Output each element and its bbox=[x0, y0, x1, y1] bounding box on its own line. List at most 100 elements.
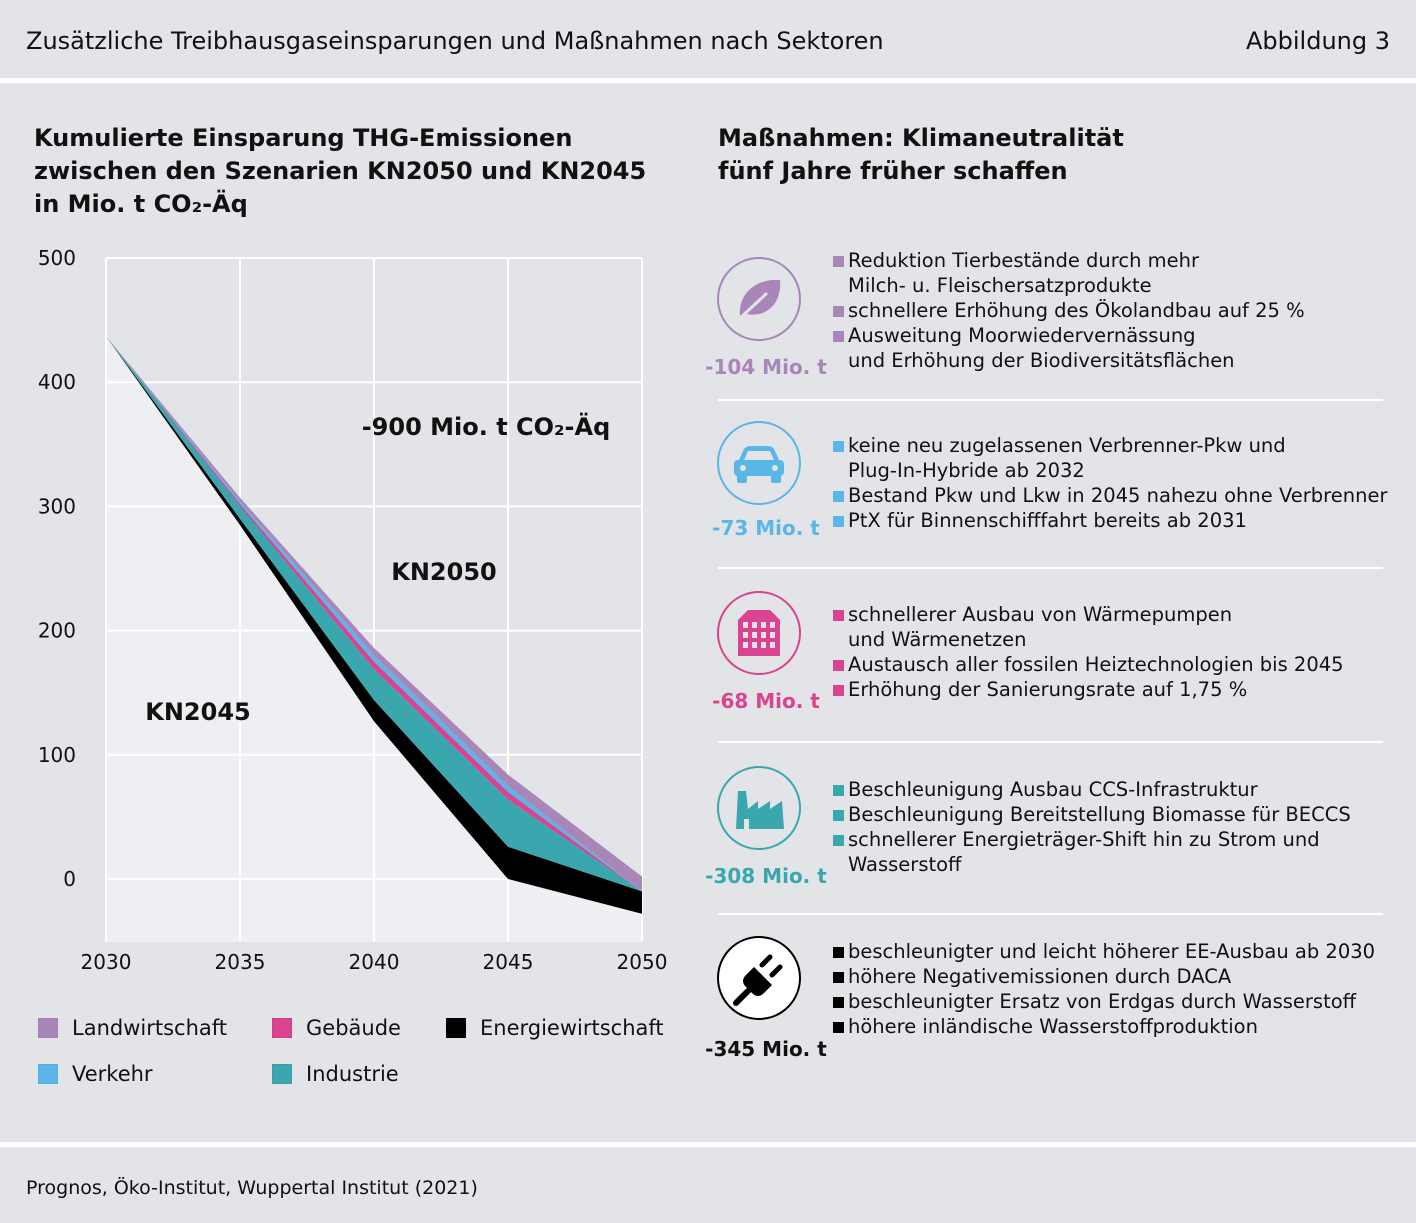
measure-item: keine neu zugelassenen Verbrenner-Pkw un… bbox=[833, 433, 1388, 458]
legend-label: Gebäude bbox=[306, 1016, 401, 1040]
area-landwirtschaft bbox=[106, 336, 642, 892]
legend-swatch bbox=[272, 1064, 292, 1084]
measure-item: schnellerer Energieträger-Shift hin zu S… bbox=[833, 827, 1351, 852]
measure-item-text: PtX für Binnenschifffahrt bereits ab 203… bbox=[848, 509, 1247, 532]
legend-item: Landwirtschaft bbox=[38, 1016, 227, 1040]
bullet-square bbox=[833, 331, 844, 342]
measure-item-text: Reduktion Tierbestände durch mehr bbox=[848, 249, 1200, 272]
measure-item-text: schnellere Erhöhung des Ökolandbau auf 2… bbox=[848, 299, 1305, 322]
legend-item: Energiewirtschaft bbox=[446, 1016, 664, 1040]
kn2045-label: KN2045 bbox=[145, 698, 250, 726]
bullet-square bbox=[833, 516, 844, 527]
factory-icon bbox=[716, 765, 802, 851]
footer-bar: Prognos, Öko-Institut, Wuppertal Institu… bbox=[0, 1142, 1416, 1223]
measure-item: Plug-In-Hybride ab 2032 bbox=[833, 458, 1388, 483]
measure-item: und Wärmenetzen bbox=[833, 627, 1344, 652]
measure-item-text: Ausweitung Moorwiedervernässung bbox=[848, 324, 1196, 347]
measure-item: Bestand Pkw und Lkw in 2045 nahezu ohne … bbox=[833, 483, 1388, 508]
bullet-square bbox=[833, 491, 844, 502]
bullet-square bbox=[833, 441, 844, 452]
measure-items: beschleunigter und leicht höherer EE-Aus… bbox=[833, 939, 1375, 1039]
measure-item: Austausch aller fossilen Heiztechnologie… bbox=[833, 652, 1344, 677]
chart-heading-line: in Mio. t CO₂-Äq bbox=[34, 190, 248, 218]
car-icon bbox=[716, 420, 802, 506]
legend-swatch bbox=[38, 1018, 58, 1038]
legend-item: Gebäude bbox=[272, 1016, 401, 1040]
measure-total: -345 Mio. t bbox=[705, 1037, 827, 1061]
measure-item: Milch- u. Fleischersatzprodukte bbox=[833, 273, 1305, 298]
measure-item: Beschleunigung Ausbau CCS-Infrastruktur bbox=[833, 777, 1351, 802]
measure-item: Beschleunigung Bereitstellung Biomasse f… bbox=[833, 802, 1351, 827]
bullet-square bbox=[833, 1022, 844, 1033]
measure-item: Erhöhung der Sanierungsrate auf 1,75 % bbox=[833, 677, 1344, 702]
measure-item-text: höhere inländische Wasserstoffproduktion bbox=[848, 1015, 1258, 1038]
leaf-icon bbox=[716, 256, 802, 342]
legend-swatch bbox=[38, 1064, 58, 1084]
measure-item-text: beschleunigter Ersatz von Erdgas durch W… bbox=[848, 990, 1357, 1013]
figure-number: Abbildung 3 bbox=[1245, 27, 1390, 55]
measure-item: schnellerer Ausbau von Wärmepumpen bbox=[833, 602, 1344, 627]
measure-total: -73 Mio. t bbox=[712, 516, 820, 540]
bullet-square bbox=[833, 685, 844, 696]
bullet-square bbox=[833, 785, 844, 796]
bullet-square bbox=[833, 947, 844, 958]
legend-label: Landwirtschaft bbox=[72, 1016, 228, 1040]
x-tick-label: 2040 bbox=[349, 950, 400, 974]
y-tick-label: 400 bbox=[38, 370, 76, 394]
figure-title: Zusätzliche Treibhausgaseinsparungen und… bbox=[26, 27, 884, 55]
chart-heading-line: Kumulierte Einsparung THG-Emissionen bbox=[34, 124, 573, 152]
measure-separator bbox=[718, 913, 1383, 915]
legend-label: Energiewirtschaft bbox=[480, 1016, 664, 1040]
plug-icon bbox=[716, 935, 802, 1021]
legend-item: Verkehr bbox=[38, 1062, 153, 1086]
measure-item: und Erhöhung der Biodiversitätsflächen bbox=[833, 348, 1305, 373]
measure-item: Reduktion Tierbestände durch mehr bbox=[833, 248, 1305, 273]
emissions-area-chart: 0 100 200 300 400 500 2030 2035 2040 2045 2050 -900… bbox=[38, 246, 668, 974]
y-tick-label: 500 bbox=[38, 246, 76, 270]
measure-item-text: schnellerer Energieträger-Shift hin zu S… bbox=[848, 828, 1320, 851]
x-tick-label: 2030 bbox=[81, 950, 132, 974]
measure-items: Reduktion Tierbestände durch mehr Milch- … bbox=[833, 248, 1305, 373]
measure-item: beschleunigter und leicht höherer EE-Aus… bbox=[833, 939, 1375, 964]
chart-heading-line: zwischen den Szenarien KN2050 und KN2045 bbox=[34, 157, 647, 185]
x-tick-label: 2045 bbox=[483, 950, 534, 974]
bullet-square bbox=[833, 660, 844, 671]
legend-label: Industrie bbox=[306, 1062, 399, 1086]
measure-item: PtX für Binnenschifffahrt bereits ab 203… bbox=[833, 508, 1388, 533]
measure-item-text: und Wärmenetzen bbox=[848, 628, 1027, 651]
measure-item: Wasserstoff bbox=[833, 852, 1351, 877]
y-tick-label: 0 bbox=[63, 867, 76, 891]
measure-item-text: Austausch aller fossilen Heiztechnologie… bbox=[848, 653, 1344, 676]
header-bar: Zusätzliche Treibhausgaseinsparungen und… bbox=[0, 0, 1416, 83]
measure-separator bbox=[718, 741, 1383, 743]
legend-swatch bbox=[446, 1018, 466, 1038]
measure-item-text: Plug-In-Hybride ab 2032 bbox=[848, 459, 1085, 482]
legend-swatch bbox=[272, 1018, 292, 1038]
measure-item-text: und Erhöhung der Biodiversitätsflächen bbox=[848, 349, 1235, 372]
measure-item-text: Beschleunigung Bereitstellung Biomasse f… bbox=[848, 803, 1351, 826]
measures-heading-line: Maßnahmen: Klimaneutralität bbox=[718, 124, 1124, 152]
measure-total: -104 Mio. t bbox=[705, 355, 827, 379]
measure-item-text: höhere Negativemissionen durch DACA bbox=[848, 965, 1232, 988]
bullet-square bbox=[833, 997, 844, 1008]
total-savings-label: -900 Mio. t CO₂-Äq bbox=[362, 412, 611, 441]
x-tick-label: 2035 bbox=[215, 950, 266, 974]
y-tick-label: 100 bbox=[38, 743, 76, 767]
measure-item-text: Erhöhung der Sanierungsrate auf 1,75 % bbox=[848, 678, 1248, 701]
measure-item-text: beschleunigter und leicht höherer EE-Aus… bbox=[848, 940, 1376, 963]
bullet-square bbox=[833, 306, 844, 317]
measure-items: schnellerer Ausbau von Wärmepumpen und Wä… bbox=[833, 602, 1344, 702]
measure-separator bbox=[718, 399, 1383, 401]
chart-heading: Kumulierte Einsparung THG-Emissionen zwi… bbox=[34, 122, 646, 221]
measure-item-text: Milch- u. Fleischersatzprodukte bbox=[848, 274, 1152, 297]
measure-item-text: Bestand Pkw und Lkw in 2045 nahezu ohne … bbox=[848, 484, 1388, 507]
measure-item: höhere inländische Wasserstoffproduktion bbox=[833, 1014, 1375, 1039]
kn2050-label: KN2050 bbox=[391, 558, 496, 586]
measure-total: -308 Mio. t bbox=[705, 864, 827, 888]
measure-total: -68 Mio. t bbox=[712, 689, 820, 713]
building-icon bbox=[716, 590, 802, 676]
measure-items: Beschleunigung Ausbau CCS-Infrastruktur B… bbox=[833, 777, 1351, 877]
measure-item-text: Beschleunigung Ausbau CCS-Infrastruktur bbox=[848, 778, 1258, 801]
grid bbox=[105, 257, 643, 942]
bullet-square bbox=[833, 810, 844, 821]
